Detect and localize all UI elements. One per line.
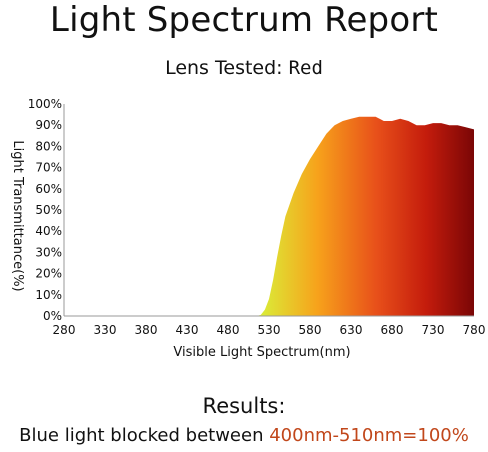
x-tick-label: 380 — [135, 323, 158, 337]
x-axis-label: Visible Light Spectrum(nm) — [173, 345, 350, 360]
y-tick-label: 60% — [35, 182, 62, 196]
blocked-range: 400nm-510nm=100% — [269, 425, 469, 446]
lens-tested: Lens Tested: Red — [0, 55, 488, 81]
y-tick-label: 70% — [35, 161, 62, 175]
blocked-summary: Blue light blocked between 400nm-510nm=1… — [0, 423, 488, 449]
x-tick-label: 680 — [381, 323, 404, 337]
y-tick-label: 90% — [35, 118, 62, 132]
y-tick-label: 80% — [35, 139, 62, 153]
transmittance-area — [256, 116, 474, 316]
y-tick-label: 0% — [43, 309, 62, 323]
x-tick-label: 330 — [94, 323, 117, 337]
results-heading: Results: — [202, 394, 286, 418]
y-tick-label: 50% — [35, 203, 62, 217]
y-axis-label: Light Transmittance(%) — [10, 140, 25, 291]
x-tick-label: 580 — [299, 323, 322, 337]
x-tick-label: 480 — [217, 323, 240, 337]
x-tick-label: 730 — [422, 323, 445, 337]
blocked-prefix: Blue light blocked between — [19, 425, 270, 446]
y-tick-label: 10% — [35, 288, 62, 302]
y-tick-label: 30% — [35, 245, 62, 259]
transmittance-chart: 280 330 380 430 480 530 580 630 680 730 780 0% 10% 2… — [10, 97, 486, 360]
x-tick-label: 780 — [463, 323, 486, 337]
y-tick-label: 100% — [28, 97, 62, 111]
x-tick-label: 630 — [340, 323, 363, 337]
report-title: Light Spectrum Report — [49, 0, 439, 40]
y-tick-label: 40% — [35, 224, 62, 238]
lens-tested-value: Red — [288, 57, 323, 79]
lens-tested-label: Lens Tested: — [165, 57, 283, 79]
y-tick-label: 20% — [35, 267, 62, 281]
x-tick-label: 280 — [53, 323, 76, 337]
x-tick-label: 430 — [176, 323, 199, 337]
x-tick-label: 530 — [258, 323, 281, 337]
